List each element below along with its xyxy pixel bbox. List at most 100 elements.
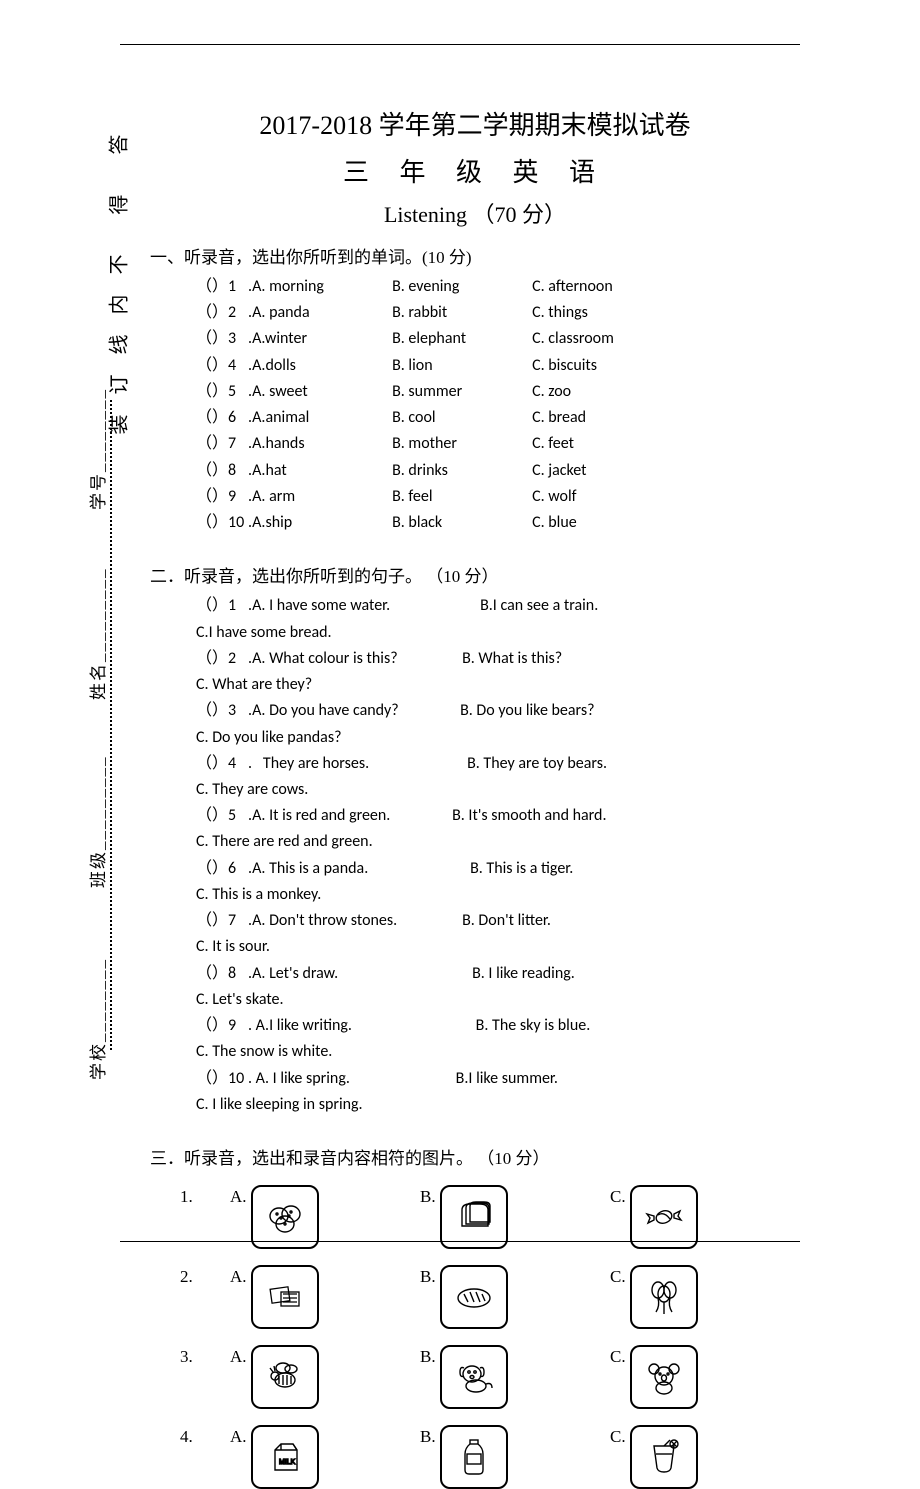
opt-c: C. feet [532, 431, 672, 457]
s1-item: （）10.A.shipB. blackC. blue [196, 510, 800, 536]
school-label-text: 学校 [89, 1042, 108, 1080]
s2-item: （）1.A. I have some water.B.I can see a t… [196, 593, 800, 645]
q-num: 6 [228, 405, 248, 431]
milk-carton-icon: MILK [251, 1425, 319, 1489]
pic-label-c: C. [610, 1345, 626, 1367]
q-num: 2 [228, 300, 248, 326]
s2-item: （）7.A. Don't throw stones.B. Don't litte… [196, 908, 800, 960]
s2-item: （）4. They are horses.B. They are toy bea… [196, 751, 800, 803]
pic-row-num: 3. [180, 1345, 230, 1367]
opt-a: A. sweet [252, 379, 392, 405]
pic-label-c: C. [610, 1185, 626, 1207]
q-num: 5 [228, 379, 248, 405]
pic-row-num: 2. [180, 1265, 230, 1287]
opt-c: C. What are they? [196, 672, 396, 698]
opt-c: C. biscuits [532, 353, 672, 379]
opt-c: C. bread [532, 405, 672, 431]
q-num: 6 [228, 856, 248, 882]
section1-list: （）1.A. morningB. eveningC. afternoon （）2… [150, 274, 800, 536]
blank-line: ________ [89, 958, 108, 1042]
s2-item: （）3.A. Do you have candy?B. Do you like … [196, 698, 800, 750]
opt-a: A.hat [252, 458, 392, 484]
bee-icon [251, 1345, 319, 1409]
opt-a: A. This is a panda. [252, 856, 470, 882]
opt-b: B. They are toy bears. [467, 751, 667, 777]
opt-a: A. It is red and green. [252, 803, 452, 829]
pic-row: 1. A. B. C. [180, 1185, 800, 1249]
binding-margin: 学校________ 班级_________ 姓名_________ 学号___… [50, 80, 130, 1222]
binding-char: 内 [103, 293, 132, 317]
opt-b: B. black [392, 510, 532, 536]
opt-c: C. wolf [532, 484, 672, 510]
q-num: 1 [228, 274, 248, 300]
s1-item: （）8.A.hatB. drinksC. jacket [196, 458, 800, 484]
exam-page: 学校________ 班级_________ 姓名_________ 学号___… [0, 0, 920, 1302]
opt-c: C. things [532, 300, 672, 326]
koala-icon [630, 1345, 698, 1409]
bottle-icon [440, 1425, 508, 1489]
pic-row: 4. A. MILK B. C. [180, 1425, 800, 1489]
opt-b: B. lion [392, 353, 532, 379]
binding-char: 订 [103, 373, 132, 397]
title-line-1: 2017-2018 学年第二学期期末模拟试卷 [150, 105, 800, 142]
opt-a: A. I like spring. [256, 1066, 456, 1092]
opt-c: C. It is sour. [196, 934, 396, 960]
s1-item: （）4.A.dollsB. lionC. biscuits [196, 353, 800, 379]
s1-item: （）5.A. sweetB. summerC. zoo [196, 379, 800, 405]
pic-label-a: A. [230, 1185, 247, 1207]
opt-a: A.dolls [252, 353, 392, 379]
s2-item: （）2.A. What colour is this?B. What is th… [196, 646, 800, 698]
pic-row: 2. A. B. C. [180, 1265, 800, 1329]
opt-a: A. arm [252, 484, 392, 510]
margin-label-school: 学校________ [84, 958, 109, 1080]
opt-b: B. Do you like bears? [460, 698, 652, 724]
opt-b: B. What is this? [462, 646, 652, 672]
q-num: 3 [228, 698, 248, 724]
opt-b: B. I like reading. [472, 961, 652, 987]
title-line-2: 三 年 级 英 语 [150, 152, 800, 189]
opt-a: They are horses. [252, 751, 467, 777]
opt-a: A.animal [252, 405, 392, 431]
opt-c: C.I have some bread. [196, 620, 396, 646]
opt-b: B. summer [392, 379, 532, 405]
s1-item: （）9.A. armB. feelC. wolf [196, 484, 800, 510]
opt-a: A.hands [252, 431, 392, 457]
margin-label-number: 学号________ [84, 388, 109, 510]
q-num: 4 [228, 353, 248, 379]
opt-b: B. cool [392, 405, 532, 431]
dog-icon [440, 1345, 508, 1409]
balloons-icon [630, 1265, 698, 1329]
pic-label-b: B. [420, 1425, 436, 1447]
opt-a: A. morning [252, 274, 392, 300]
pic-row: 3. A. B. C. [180, 1345, 800, 1409]
pic-label-b: B. [420, 1185, 436, 1207]
margin-label-class: 班级_________ [84, 756, 109, 889]
q-num: 10 [228, 1066, 248, 1092]
candy-icon [630, 1185, 698, 1249]
q-num: 7 [228, 431, 248, 457]
q-num: 8 [228, 458, 248, 484]
svg-text:MILK: MILK [279, 1459, 296, 1466]
opt-b: B. elephant [392, 326, 532, 352]
pic-label-c: C. [610, 1425, 626, 1447]
binding-char: 线 [103, 333, 132, 357]
q-num: 9 [228, 1013, 248, 1039]
binding-char: 得 [103, 193, 132, 217]
pic-label-a: A. [230, 1345, 247, 1367]
binding-char: 装 [103, 413, 132, 437]
s2-item: （）6.A. This is a panda.B. This is a tige… [196, 856, 800, 908]
q-num: 2 [228, 646, 248, 672]
s2-item: （）9. A.I like writing.B. The sky is blue… [196, 1013, 800, 1065]
pic-label-a: A. [230, 1265, 247, 1287]
section3-pictures: 1. A. B. C. 2. A. B. C. 3. A [150, 1185, 800, 1489]
bread-loaf-icon [440, 1265, 508, 1329]
opt-a: A. Let's draw. [252, 961, 472, 987]
opt-c: C. afternoon [532, 274, 672, 300]
q-num: 7 [228, 908, 248, 934]
section1-heading: 一、听录音，选出你所听到的单词。(10 分) [150, 243, 800, 268]
bread-slices-icon [440, 1185, 508, 1249]
dotted-binding-line [110, 400, 112, 1050]
pic-label-c: C. [610, 1265, 626, 1287]
q-num: 5 [228, 803, 248, 829]
opt-a: A. Don't throw stones. [252, 908, 462, 934]
